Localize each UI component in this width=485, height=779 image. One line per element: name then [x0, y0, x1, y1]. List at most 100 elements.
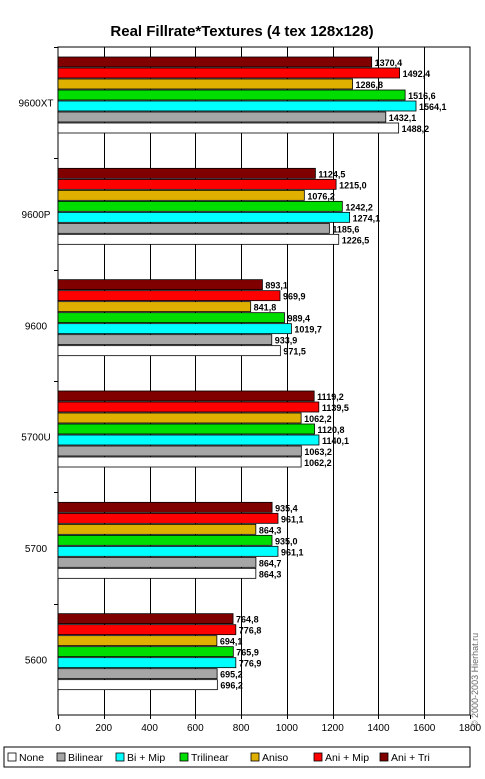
bar	[57, 122, 400, 134]
data-label: 1370,4	[375, 58, 403, 68]
data-label: 969,9	[283, 292, 306, 302]
bar	[57, 445, 302, 457]
legend-swatch	[250, 752, 260, 762]
x-tick-label: 1400	[367, 723, 390, 734]
legend-label: Bilinear	[68, 752, 104, 764]
bar	[57, 613, 234, 625]
category-label: 9600P	[22, 210, 51, 221]
data-label: 1286,8	[356, 80, 384, 90]
legend-swatch	[379, 752, 389, 762]
data-label: 864,3	[259, 569, 282, 579]
legend-label: Ani + Mip	[325, 752, 369, 764]
legend-swatch	[179, 752, 189, 762]
bar	[57, 624, 237, 636]
data-label: 864,3	[259, 525, 282, 535]
bar	[57, 345, 281, 357]
data-label: 971,5	[283, 347, 306, 357]
data-label: 1185,6	[332, 224, 359, 234]
data-label: 1120,8	[318, 425, 345, 435]
data-label: 1564,1	[419, 102, 447, 112]
bar	[57, 290, 281, 302]
bar	[57, 423, 315, 435]
bar	[57, 545, 279, 557]
bar	[57, 233, 340, 245]
data-label: 1139,5	[322, 403, 349, 413]
bar	[57, 100, 417, 112]
category-label: 9600	[25, 321, 48, 332]
bar	[57, 412, 302, 424]
bar	[57, 635, 218, 647]
bar	[57, 200, 343, 212]
data-label: 841,8	[254, 303, 277, 313]
bar	[57, 279, 263, 291]
bar	[57, 111, 387, 123]
bar	[57, 668, 218, 680]
bar	[57, 89, 406, 101]
x-tick-label: 800	[233, 723, 250, 734]
data-label: 1124,5	[318, 169, 345, 179]
data-label: 935,4	[275, 503, 298, 513]
legend-label: Ani + Tri	[391, 752, 430, 764]
legend-swatch	[313, 752, 323, 762]
data-label: 1063,2	[304, 447, 332, 457]
x-tick-label: 200	[95, 723, 112, 734]
data-label: 1062,2	[304, 458, 332, 468]
bar	[57, 312, 285, 324]
bar	[57, 334, 273, 346]
data-label: 1242,2	[345, 202, 373, 212]
data-label: 1432,1	[389, 113, 417, 123]
bar	[57, 390, 315, 402]
legend-swatch	[56, 752, 66, 762]
bar	[57, 167, 316, 179]
x-tick-label: 0	[55, 723, 61, 734]
data-label: 864,7	[259, 558, 282, 568]
bar	[57, 501, 273, 513]
bar	[57, 646, 234, 658]
plot-area: 0 200 400 600 800 1000 1200 1400 1600 1800 9600XT 1…	[18, 46, 482, 734]
bar	[57, 401, 320, 413]
bar	[57, 534, 273, 546]
x-tick-label: 1000	[276, 723, 299, 734]
legend-label: Aniso	[262, 752, 288, 764]
data-label: 1516,6	[408, 91, 436, 101]
bar	[57, 301, 252, 313]
legend-box	[3, 746, 471, 768]
bar	[57, 556, 257, 568]
bar	[57, 222, 330, 234]
bar	[57, 56, 373, 68]
category-label: 9600XT	[18, 99, 53, 110]
bar	[57, 78, 353, 90]
data-label: 1076,2	[307, 191, 335, 201]
bar	[57, 512, 279, 524]
data-label: 1488,2	[402, 124, 430, 134]
data-label: 764,8	[236, 615, 259, 625]
x-tick-label: 400	[141, 723, 158, 734]
data-label: 1062,2	[304, 414, 332, 424]
data-label: 1274,1	[353, 213, 381, 223]
data-label: 695,2	[220, 670, 243, 680]
x-tick-label: 1800	[459, 723, 482, 734]
data-label: 765,9	[236, 648, 259, 658]
legend-swatch	[7, 752, 17, 762]
data-label: 893,1	[265, 281, 288, 291]
bar	[57, 657, 237, 669]
data-label: 1215,0	[339, 180, 367, 190]
plot-frame	[57, 46, 471, 716]
bar	[57, 67, 400, 79]
data-label: 935,0	[275, 536, 298, 546]
data-label: 1140,1	[322, 436, 349, 446]
data-label: 961,1	[281, 547, 304, 557]
data-label: 1226,5	[342, 235, 370, 245]
data-label: 933,9	[275, 336, 298, 346]
bar	[57, 323, 292, 335]
chart-title: Real Fillrate*Textures (4 tex 128x128)	[110, 23, 373, 40]
category-label: 5600	[25, 655, 48, 666]
data-label: 989,4	[287, 314, 310, 324]
bar	[57, 211, 351, 223]
legend-swatch	[115, 752, 125, 762]
data-label: 696,2	[220, 681, 243, 691]
data-label: 694,1	[220, 637, 243, 647]
data-label: 1492,4	[403, 69, 431, 79]
legend-label: None	[19, 752, 44, 764]
